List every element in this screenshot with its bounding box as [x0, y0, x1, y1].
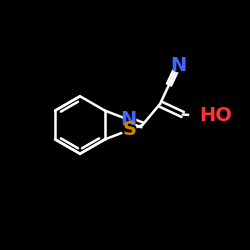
Text: HO: HO	[199, 106, 232, 125]
Text: S: S	[122, 120, 136, 140]
Text: N: N	[120, 110, 137, 129]
Text: N: N	[170, 56, 186, 75]
